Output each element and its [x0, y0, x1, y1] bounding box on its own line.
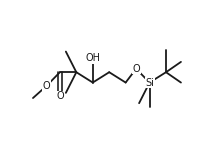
Text: OH: OH	[85, 53, 100, 63]
Text: O: O	[56, 91, 64, 101]
Text: Si: Si	[145, 78, 154, 88]
Text: O: O	[132, 64, 140, 74]
Text: O: O	[43, 81, 50, 91]
